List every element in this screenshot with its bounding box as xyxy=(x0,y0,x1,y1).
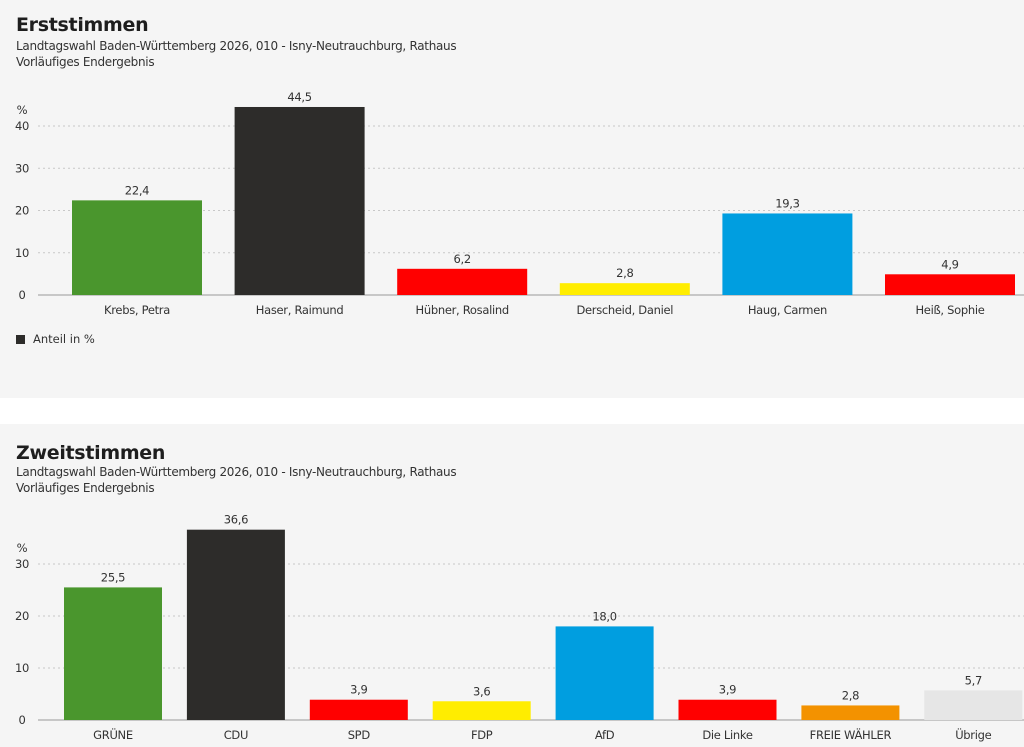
bar-value-label: 25,5 xyxy=(101,570,125,584)
x-tick-label: Krebs, Petra xyxy=(104,303,170,317)
y-tick-label: 20 xyxy=(15,204,29,218)
bar xyxy=(722,213,853,295)
x-tick-label: Hübner, Rosalind xyxy=(416,303,509,317)
erststimmen-chart: % 0 10 20 30 40 22,4 Krebs, Petra 44,5 Haser, Rai… xyxy=(15,90,1024,317)
bar-value-label: 18,0 xyxy=(592,609,616,623)
erststimmen-panel: Erststimmen Landtagswahl Baden-Württembe… xyxy=(14,14,1024,346)
bar xyxy=(397,268,528,295)
bar-value-label: 5,7 xyxy=(965,673,982,687)
bar-value-label: 2,8 xyxy=(842,688,859,702)
y-tick-label: 0 xyxy=(18,288,25,302)
x-tick-label: Derscheid, Daniel xyxy=(576,303,673,317)
bar-value-label: 19,3 xyxy=(775,196,799,210)
x-tick-label: AfD xyxy=(595,728,615,742)
chart-subtitle: Landtagswahl Baden-Württemberg 2026, 010… xyxy=(16,39,457,53)
x-tick-label: FDP xyxy=(471,728,493,742)
chart-status: Vorläufiges Endergebnis xyxy=(16,55,155,69)
bar xyxy=(309,699,408,720)
zweitstimmen-panel: Zweitstimmen Landtagswahl Baden-Württemb… xyxy=(0,424,1024,747)
bar xyxy=(678,699,777,720)
legend-label: Anteil in % xyxy=(33,332,95,346)
x-tick-label: SPD xyxy=(348,728,371,742)
y-axis-unit: % xyxy=(17,103,28,117)
bar-value-label: 6,2 xyxy=(454,252,471,266)
x-tick-label: Übrige xyxy=(955,726,991,742)
bar xyxy=(924,690,1023,720)
bar xyxy=(234,106,365,295)
x-tick-label: Heiß, Sophie xyxy=(915,303,984,317)
chart-subtitle: Landtagswahl Baden-Württemberg 2026, 010… xyxy=(16,465,457,479)
x-tick-label: Haser, Raimund xyxy=(256,303,344,317)
legend[interactable]: Anteil in % xyxy=(16,332,95,346)
bar-value-label: 36,6 xyxy=(224,513,248,527)
y-axis-unit: % xyxy=(17,541,28,555)
zweitstimmen-chart: % 0 10 20 30 25,5 GRÜNE 36,6 CDU 3,9 SPD 3,6 FDP 18,0… xyxy=(15,513,1024,742)
bar xyxy=(559,283,690,295)
bar-value-label: 2,8 xyxy=(616,266,633,280)
bar xyxy=(801,705,900,720)
bar xyxy=(555,626,654,720)
y-tick-label: 0 xyxy=(18,713,25,727)
bar xyxy=(432,701,531,720)
bar xyxy=(72,200,202,295)
legend-swatch xyxy=(16,334,25,344)
bar-value-label: 44,5 xyxy=(287,90,311,104)
y-tick-label: 20 xyxy=(15,609,29,623)
x-tick-label: GRÜNE xyxy=(93,726,133,742)
bar xyxy=(885,274,1015,295)
chart-title: Erststimmen xyxy=(16,14,149,36)
bar-value-label: 4,9 xyxy=(941,257,958,271)
y-tick-label: 10 xyxy=(15,661,29,675)
bar xyxy=(186,529,285,720)
bar-value-label: 22,4 xyxy=(125,183,149,197)
chart-title: Zweitstimmen xyxy=(16,442,166,464)
x-tick-label: Haug, Carmen xyxy=(748,303,827,317)
y-tick-label: 10 xyxy=(15,246,29,260)
y-tick-label: 30 xyxy=(15,161,29,175)
x-tick-label: Die Linke xyxy=(702,728,753,742)
bar xyxy=(64,587,162,720)
bar-value-label: 3,9 xyxy=(719,683,736,697)
x-tick-label: FREIE WÄHLER xyxy=(810,727,892,742)
bar-value-label: 3,6 xyxy=(473,684,490,698)
x-tick-label: CDU xyxy=(224,728,248,742)
bar-value-label: 3,9 xyxy=(350,683,367,697)
y-tick-label: 30 xyxy=(15,557,29,571)
y-tick-label: 40 xyxy=(15,119,29,133)
chart-status: Vorläufiges Endergebnis xyxy=(16,481,155,495)
